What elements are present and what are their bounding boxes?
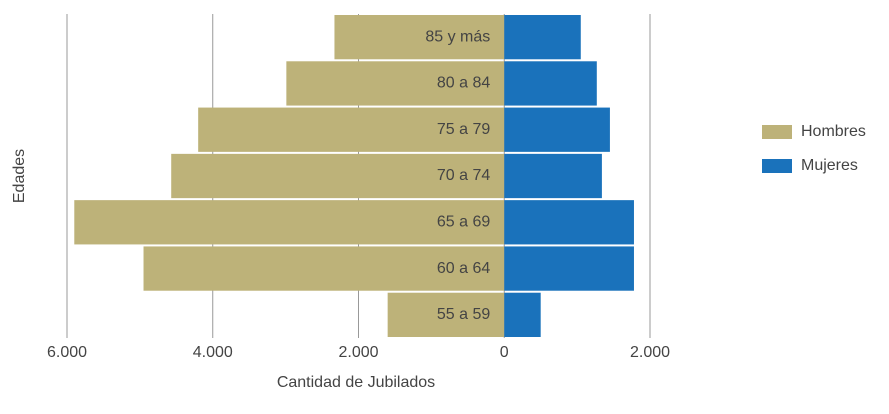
- legend-label: Mujeres: [801, 157, 858, 174]
- category-label: 80 a 84: [437, 75, 490, 92]
- bar: [504, 107, 610, 152]
- bar: [504, 200, 634, 245]
- bar: [198, 107, 505, 152]
- bar: [504, 153, 602, 199]
- bar: [334, 15, 505, 60]
- x-axis-title: Cantidad de Jubilados: [277, 374, 435, 391]
- x-tick-label: 2.000: [630, 344, 670, 361]
- bar: [504, 246, 634, 291]
- category-label: 70 a 74: [437, 167, 490, 184]
- bar: [74, 200, 505, 245]
- legend-label: Hombres: [801, 123, 866, 140]
- legend-swatch: [762, 125, 792, 139]
- bar: [171, 153, 505, 199]
- category-label: 55 a 59: [437, 306, 490, 323]
- category-label: 85 y más: [425, 28, 490, 45]
- y-axis-title: Edades: [11, 149, 28, 203]
- category-label: 60 a 64: [437, 260, 490, 277]
- x-tick-label: 6.000: [47, 344, 87, 361]
- bar: [387, 292, 505, 337]
- x-tick-label: 0: [500, 344, 509, 361]
- legend-swatch: [762, 159, 792, 173]
- bar: [286, 61, 505, 106]
- category-label: 65 a 69: [437, 214, 490, 231]
- x-tick-label: 4.000: [193, 344, 233, 361]
- bar: [504, 15, 581, 60]
- bar: [504, 61, 597, 106]
- bar: [143, 246, 505, 291]
- category-label: 75 a 79: [437, 121, 490, 138]
- bar: [504, 292, 541, 337]
- x-tick-label: 2.000: [338, 344, 378, 361]
